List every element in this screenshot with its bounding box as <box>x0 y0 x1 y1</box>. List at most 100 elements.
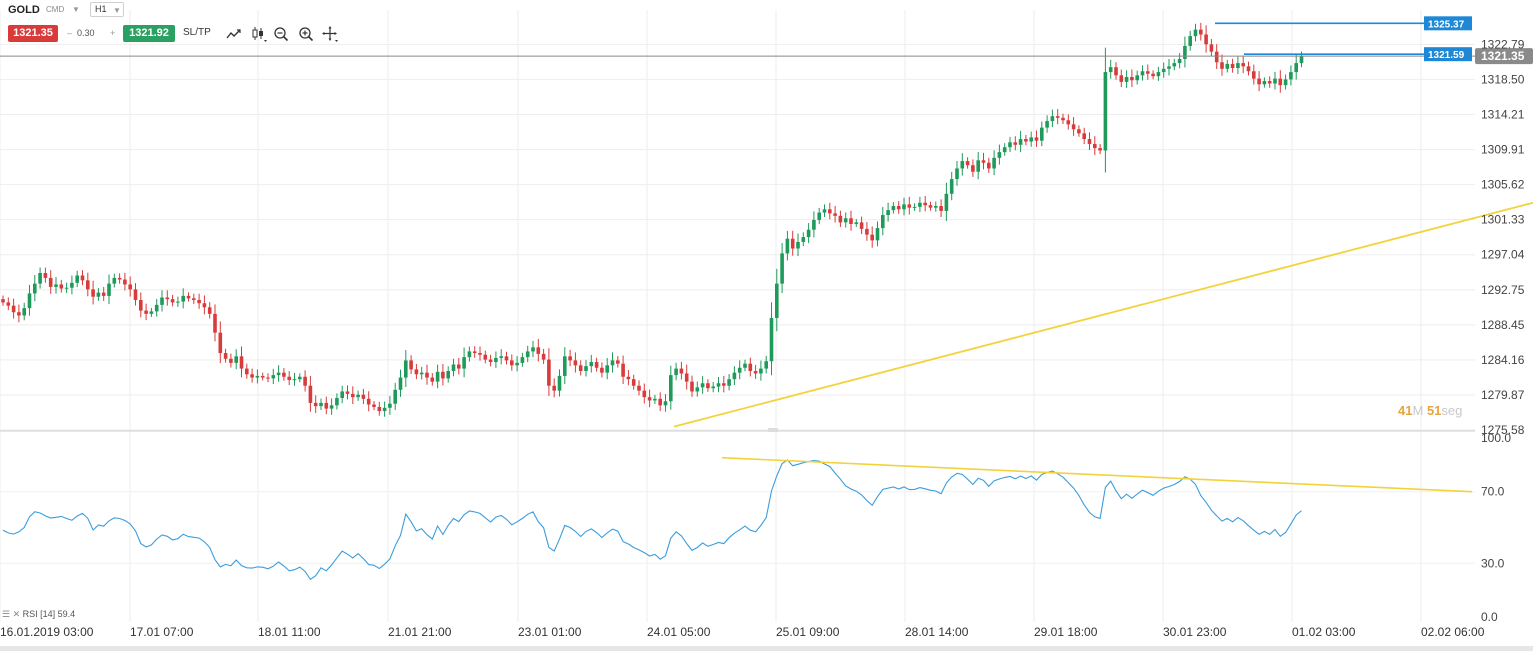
candle <box>1119 75 1124 82</box>
candle <box>451 364 456 372</box>
spread-minus[interactable]: – <box>67 28 73 38</box>
candle <box>568 356 572 361</box>
candle <box>637 385 641 391</box>
candle <box>144 310 148 314</box>
panel-resize-handle <box>768 428 778 432</box>
candle <box>1140 71 1145 76</box>
horizontal-scrollbar[interactable] <box>0 646 1533 651</box>
candle <box>276 372 281 376</box>
candle <box>425 372 429 378</box>
y-tick-label: 1279.87 <box>1481 388 1525 402</box>
candle <box>865 228 869 235</box>
rsi-grid <box>0 491 1475 564</box>
candle <box>642 390 647 398</box>
symbol-name[interactable]: GOLD <box>8 4 40 16</box>
rsi-indicator-label: ☰ ✕ RSI [14] 59.4 <box>2 609 75 620</box>
candle <box>737 367 742 373</box>
zoom-in-icon[interactable] <box>297 25 315 43</box>
line-chart-icon[interactable] <box>225 25 243 43</box>
x-tick-label: 30.01 23:00 <box>1163 625 1227 639</box>
candle <box>1103 72 1108 151</box>
candle <box>716 383 721 387</box>
candle <box>6 302 11 306</box>
candle <box>117 277 122 280</box>
buy-price-button[interactable]: 1321.92 <box>123 25 175 42</box>
candle <box>780 253 784 284</box>
candle <box>245 368 249 375</box>
close-icon[interactable]: ✕ <box>12 609 21 619</box>
candle <box>870 234 874 241</box>
candle <box>467 351 472 358</box>
price-level-tag <box>1424 16 1472 31</box>
rsi-trendline <box>721 456 1473 493</box>
x-tick-label: 02.02 06:00 <box>1421 625 1485 639</box>
candle <box>594 362 599 368</box>
sell-price-button[interactable]: 1321.35 <box>8 25 58 42</box>
spread-display: – 0.30 + <box>62 25 120 42</box>
indicator-settings-icon[interactable]: ☰ <box>2 609 11 619</box>
candle <box>690 381 694 392</box>
candle <box>1151 73 1155 77</box>
candle <box>308 385 313 403</box>
candle <box>112 277 117 284</box>
candle <box>457 364 461 369</box>
candle <box>1077 129 1081 134</box>
candle <box>351 393 355 398</box>
chevron-down-icon[interactable]: ▼ <box>72 5 80 14</box>
candle <box>1040 127 1044 141</box>
candle <box>255 375 260 378</box>
candle <box>1273 78 1277 84</box>
candle <box>472 351 477 354</box>
candle <box>388 403 392 408</box>
candle <box>1230 63 1235 68</box>
candle <box>987 162 991 169</box>
x-tick-label: 18.01 11:00 <box>258 625 321 639</box>
candle <box>573 360 578 366</box>
candle <box>1299 56 1304 64</box>
candle <box>1294 63 1298 73</box>
price-level-tag <box>1424 47 1472 62</box>
current-price-label: 1321.35 <box>1481 49 1525 63</box>
candle <box>1045 121 1049 128</box>
candle <box>298 376 302 380</box>
candle <box>647 397 652 401</box>
candle <box>1289 72 1293 80</box>
candle <box>775 283 779 318</box>
candlestick-icon[interactable] <box>250 25 268 43</box>
candle <box>1082 133 1086 140</box>
candle <box>372 404 376 407</box>
candle <box>907 204 912 208</box>
chevron-down-icon: ▼ <box>113 6 121 15</box>
candle <box>488 359 493 363</box>
candle <box>91 289 95 297</box>
candle <box>1050 116 1055 122</box>
zoom-out-icon[interactable] <box>272 25 290 43</box>
candle <box>515 362 519 366</box>
candle <box>361 394 366 399</box>
candle <box>796 241 800 249</box>
x-tick-label: 21.01 21:00 <box>388 625 452 639</box>
timeframe-select[interactable]: H1 ▼ <box>90 2 124 17</box>
candle <box>1093 143 1097 149</box>
candlestick-series <box>1 22 1304 417</box>
candle <box>610 360 615 366</box>
chart-axes: 16.01.2019 03:00 17.01 07:00 18.01 11:00 21… <box>0 37 1525 639</box>
candle <box>997 152 1002 158</box>
candle <box>928 205 933 208</box>
spread-plus[interactable]: + <box>110 28 116 38</box>
candle <box>631 379 636 386</box>
candle <box>101 292 106 296</box>
candle <box>80 275 85 281</box>
crosshair-icon[interactable] <box>321 25 339 43</box>
candle <box>107 283 111 296</box>
sltp-button[interactable]: SL/TP <box>183 27 211 38</box>
candle <box>658 398 662 406</box>
candle <box>1029 137 1033 142</box>
candle <box>748 363 753 372</box>
candle <box>965 161 970 166</box>
rsi-y-tick-label: 100.0 <box>1481 431 1511 445</box>
candle <box>563 356 567 376</box>
chart-toolbar: GOLD CMD ▼ H1 ▼ 1321.35 – 0.30 + 1321.92… <box>0 0 360 48</box>
candle <box>1267 81 1272 84</box>
